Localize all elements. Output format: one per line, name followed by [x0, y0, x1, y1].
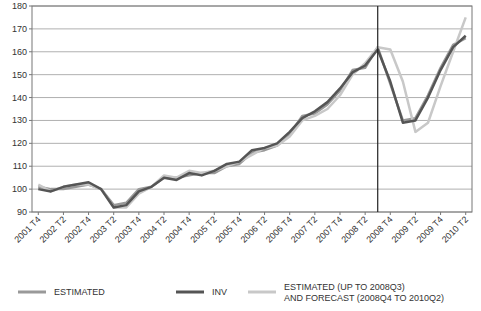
x-tick-label: 2005 T4: [214, 214, 244, 244]
x-tick: [314, 212, 315, 215]
x-tick: [113, 212, 114, 215]
x-tick-label: 2008 T2: [339, 214, 369, 244]
x-tick: [415, 212, 416, 215]
x-tick-label: 2006 T4: [264, 214, 294, 244]
x-tick-label: 2005 T2: [188, 214, 218, 244]
x-tick-label: 2002 T2: [38, 214, 68, 244]
y-tick-label: 140: [12, 93, 27, 103]
x-tick-label: 2004 T4: [163, 214, 193, 244]
x-tick-label: 2002 T4: [63, 214, 93, 244]
x-tick-label: 2009 T2: [390, 214, 420, 244]
x-tick: [365, 212, 366, 215]
x-tick: [239, 212, 240, 215]
x-tick: [63, 212, 64, 215]
x-tick-label: 2006 T2: [239, 214, 269, 244]
series-line: [38, 17, 465, 207]
y-tick-label: 130: [12, 115, 27, 125]
y-tick-label: 100: [12, 184, 27, 194]
y-tick-label: 150: [12, 70, 27, 80]
x-tick: [189, 212, 190, 215]
legend-swatch: [18, 291, 46, 294]
y-tick-label: 180: [12, 1, 27, 11]
grid-line: [32, 143, 472, 144]
x-tick-label: 2004 T2: [138, 214, 168, 244]
x-tick: [164, 212, 165, 215]
y-tick-label: 170: [12, 24, 27, 34]
x-tick: [264, 212, 265, 215]
x-tick-label: 2010 T2: [440, 214, 470, 244]
grid-line: [32, 74, 472, 75]
y-tick-label: 90: [17, 207, 27, 217]
legend-swatch: [176, 291, 204, 294]
grid-line: [32, 51, 472, 52]
x-tick-label: 2003 T4: [113, 214, 143, 244]
x-tick: [465, 212, 466, 215]
x-tick: [138, 212, 139, 215]
series-group: [38, 17, 465, 207]
grid-line: [32, 166, 472, 167]
x-tick: [289, 212, 290, 215]
series-line: [38, 36, 465, 208]
x-tick-label: 2001 T4: [12, 214, 42, 244]
legend-swatch: [248, 291, 276, 294]
x-tick: [88, 212, 89, 215]
x-tick-label: 2003 T2: [88, 214, 118, 244]
y-tick-label: 160: [12, 47, 27, 57]
legend-label-line: ESTIMATED (UP TO 2008Q3): [284, 282, 405, 292]
chart: 901001101201301401501601701802001 T42002…: [0, 0, 481, 311]
x-tick-label: 2009 T4: [415, 214, 445, 244]
x-tick-label: 2008 T4: [364, 214, 394, 244]
x-tick: [340, 212, 341, 215]
x-tick: [390, 212, 391, 215]
x-tick: [214, 212, 215, 215]
legend-label: INV: [212, 287, 227, 297]
grid-line: [32, 28, 472, 29]
x-tick-label: 2007 T4: [314, 214, 344, 244]
y-tick-label: 120: [12, 138, 27, 148]
plot-frame: [32, 6, 472, 212]
x-tick: [440, 212, 441, 215]
legend-label: ESTIMATED (UP TO 2008Q3)AND FORECAST (20…: [284, 282, 444, 303]
y-tick-label: 110: [13, 161, 27, 171]
forecast-separator: [377, 6, 378, 212]
legend-label: ESTIMATED: [54, 287, 105, 297]
x-tick: [38, 212, 39, 215]
legend-label-line: AND FORECAST (2008Q4 TO 2010Q2): [284, 293, 444, 303]
x-tick-label: 2007 T2: [289, 214, 319, 244]
